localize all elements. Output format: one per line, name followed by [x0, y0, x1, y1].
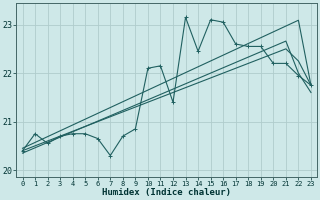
X-axis label: Humidex (Indice chaleur): Humidex (Indice chaleur)	[102, 188, 231, 197]
